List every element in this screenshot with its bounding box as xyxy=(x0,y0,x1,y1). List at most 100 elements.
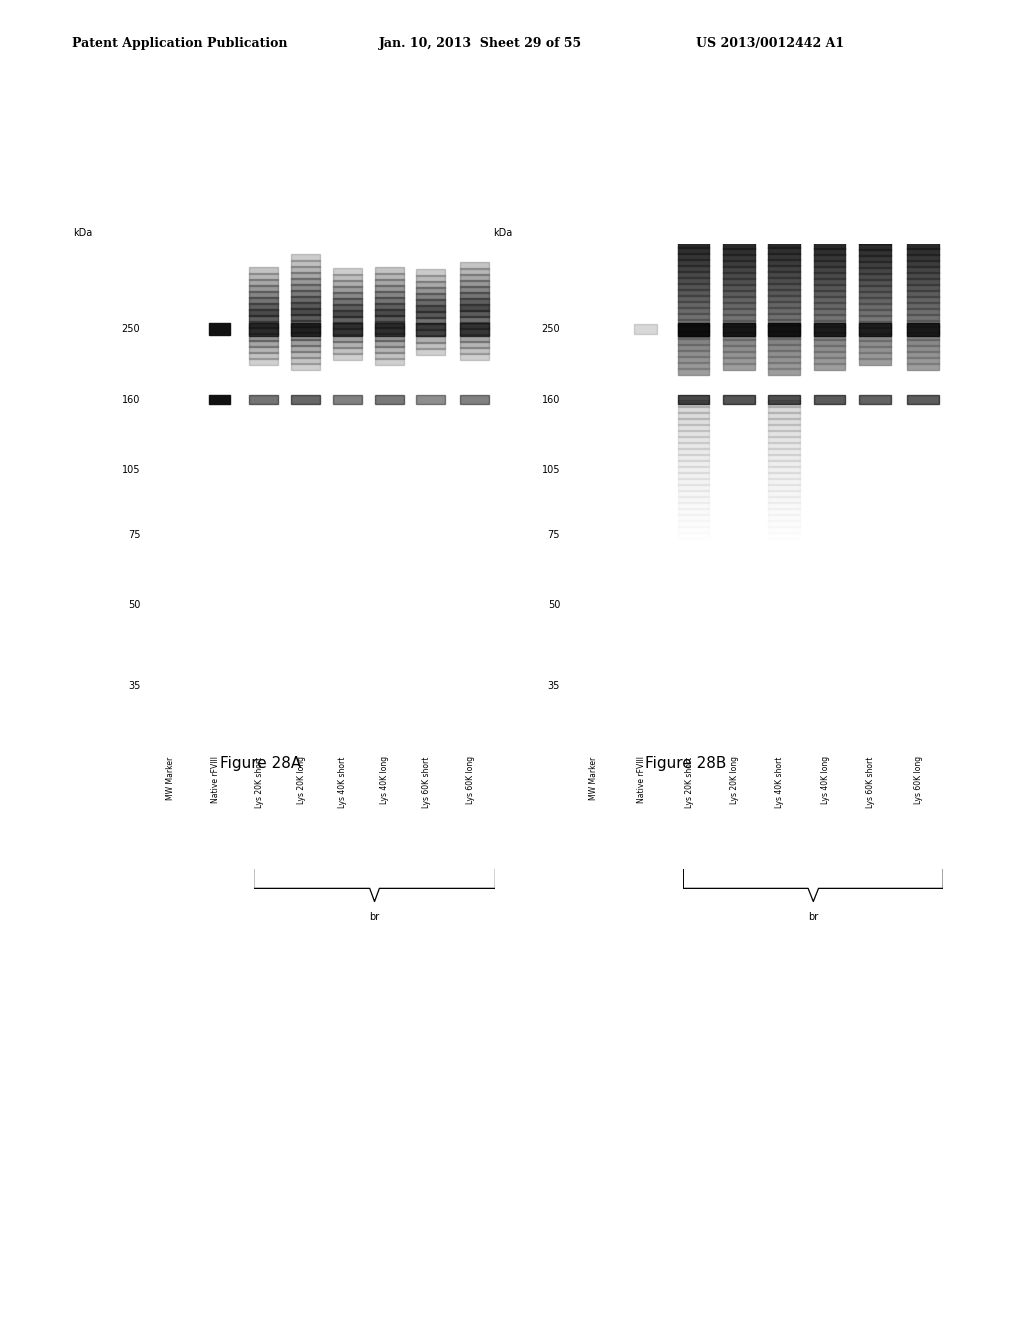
Bar xyxy=(250,334,279,341)
Bar xyxy=(768,412,800,418)
Bar xyxy=(723,297,755,304)
Bar xyxy=(768,490,800,498)
Text: Lys 60K long: Lys 60K long xyxy=(913,756,923,804)
Bar xyxy=(375,351,403,359)
Bar xyxy=(291,302,321,309)
Bar xyxy=(291,345,321,351)
Bar xyxy=(291,255,321,261)
Bar xyxy=(768,478,800,484)
Bar xyxy=(250,304,279,310)
Text: Patent Application Publication: Patent Application Publication xyxy=(72,37,287,50)
Text: Lys 60K long: Lys 60K long xyxy=(466,756,475,804)
Bar xyxy=(375,285,403,292)
Bar xyxy=(250,322,279,329)
Bar xyxy=(375,267,403,275)
Bar xyxy=(814,267,845,273)
Bar xyxy=(209,395,230,404)
Bar xyxy=(375,327,403,334)
Bar xyxy=(250,351,279,359)
Bar xyxy=(209,323,230,335)
Bar xyxy=(678,362,710,368)
Bar xyxy=(907,395,939,404)
Bar xyxy=(907,248,939,255)
Bar xyxy=(723,302,755,309)
Bar xyxy=(333,323,361,337)
Bar xyxy=(723,284,755,292)
Bar xyxy=(678,395,710,404)
Bar xyxy=(814,255,845,261)
Bar xyxy=(768,242,800,248)
Bar xyxy=(907,351,939,358)
Bar xyxy=(333,334,361,342)
Bar xyxy=(723,309,755,315)
Bar xyxy=(461,280,489,288)
Bar xyxy=(723,279,755,285)
Bar xyxy=(375,323,403,337)
Bar xyxy=(768,367,800,375)
Text: br: br xyxy=(808,912,818,923)
Text: 250: 250 xyxy=(122,325,140,334)
Bar xyxy=(250,297,279,305)
Bar xyxy=(859,309,891,317)
Text: US 2013/0012442 A1: US 2013/0012442 A1 xyxy=(696,37,845,50)
Bar xyxy=(291,279,321,285)
Bar xyxy=(250,267,279,275)
Bar xyxy=(859,249,891,256)
Bar xyxy=(461,268,489,276)
Bar xyxy=(333,292,361,300)
Bar xyxy=(417,293,445,301)
Bar xyxy=(814,333,845,339)
Text: br: br xyxy=(370,912,380,923)
Bar xyxy=(768,362,800,368)
Bar xyxy=(333,280,361,288)
Bar xyxy=(678,473,710,479)
Bar xyxy=(723,363,755,370)
Bar xyxy=(907,356,939,363)
Bar xyxy=(250,395,279,404)
Bar xyxy=(417,300,445,306)
Bar xyxy=(723,260,755,267)
Bar xyxy=(859,255,891,263)
Bar xyxy=(291,395,321,404)
Bar xyxy=(859,273,891,280)
Bar xyxy=(250,346,279,352)
Bar xyxy=(768,272,800,279)
Bar xyxy=(814,297,845,304)
Bar xyxy=(291,351,321,358)
Bar xyxy=(678,343,710,351)
Text: Lys 20K short: Lys 20K short xyxy=(685,756,693,808)
Bar xyxy=(417,317,445,325)
Bar xyxy=(678,520,710,527)
Bar xyxy=(768,343,800,351)
Bar xyxy=(333,347,361,354)
Bar xyxy=(678,296,710,302)
Bar xyxy=(375,297,403,305)
Bar xyxy=(291,326,321,334)
Bar xyxy=(678,326,710,333)
Bar xyxy=(678,355,710,363)
Text: MW Marker: MW Marker xyxy=(589,756,598,800)
Bar xyxy=(814,279,845,285)
Bar xyxy=(678,532,710,539)
Bar xyxy=(768,520,800,527)
Bar xyxy=(250,292,279,298)
Bar xyxy=(814,272,845,280)
Bar xyxy=(723,248,755,255)
Bar xyxy=(250,323,279,337)
Bar xyxy=(375,322,403,329)
Bar xyxy=(250,327,279,334)
Bar xyxy=(768,253,800,260)
Bar xyxy=(768,473,800,479)
Bar xyxy=(907,326,939,334)
Bar xyxy=(768,405,800,413)
Bar xyxy=(723,255,755,261)
Bar xyxy=(291,272,321,280)
Bar xyxy=(814,248,845,255)
Bar xyxy=(768,484,800,491)
Bar xyxy=(814,338,845,346)
Bar xyxy=(250,285,279,292)
Bar xyxy=(768,454,800,461)
Bar xyxy=(678,412,710,418)
Bar xyxy=(907,242,939,249)
Bar xyxy=(723,338,755,346)
